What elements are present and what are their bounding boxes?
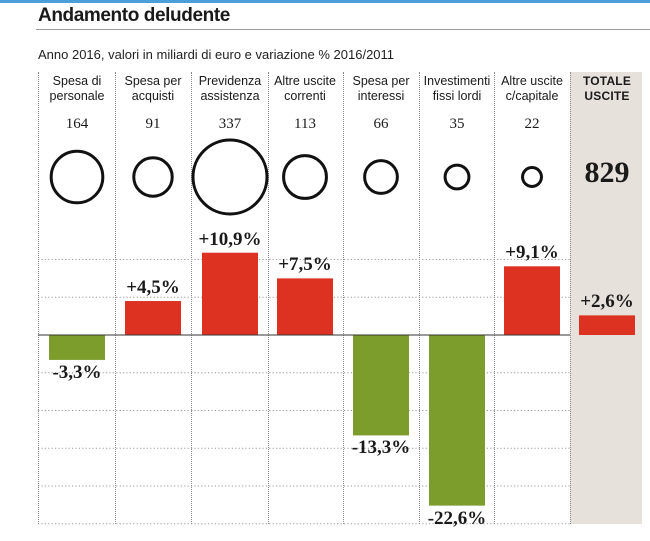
amount-circle [191, 138, 269, 216]
column-separator [268, 72, 269, 524]
category-label-previdenza-assistenza: Previdenza assistenza [192, 74, 268, 104]
category-label-line: TOTALE [582, 74, 632, 88]
category-label-line: fissi lordi [432, 89, 482, 103]
category-label-line: c/capitale [505, 89, 559, 103]
category-label-spesa-interessi: Spesa per interessi [343, 74, 419, 104]
pct-label: +7,5% [278, 254, 332, 276]
category-label-line: Previdenza [198, 74, 262, 88]
pct-label: +9,1% [505, 242, 559, 264]
column-separator [419, 72, 420, 524]
category-label-line: correnti [284, 89, 326, 103]
column-separator [38, 72, 39, 524]
category-label-line: Investimenti [423, 74, 491, 88]
amount-label: 35 [449, 116, 465, 132]
bar [504, 266, 560, 335]
category-label-spesa-personale: Spesa di personale [39, 74, 115, 104]
category-label-line: Spesa per [124, 74, 182, 88]
category-label-altre-uscite-capitale: Altre uscite c/capitale [494, 74, 570, 104]
amount-label: 66 [373, 116, 389, 132]
bar [277, 278, 333, 335]
amount-label: 164 [65, 116, 89, 132]
chart-title: Andamento deludente [38, 5, 230, 26]
column-separator [570, 72, 571, 524]
column-separator [494, 72, 495, 524]
bar [353, 335, 409, 436]
pct-label: +4,5% [126, 277, 180, 299]
category-label-line: Altre uscite [274, 74, 336, 88]
pct-label: -3,3% [52, 361, 102, 383]
category-label-line: USCITE [584, 89, 630, 103]
category-label-altre-uscite-correnti: Altre uscite correnti [267, 74, 343, 104]
amount-label: 91 [145, 116, 161, 132]
column-separator [343, 72, 344, 524]
category-label-spesa-acquisti: Spesa per acquisti [115, 74, 191, 104]
category-label-line: acquisti [131, 89, 175, 103]
category-label-line: personale [49, 89, 105, 103]
bar [579, 315, 635, 335]
pct-label: -22,6% [427, 507, 487, 529]
category-label-line: Spesa di [52, 74, 102, 88]
column-separator [115, 72, 116, 524]
bar [202, 252, 258, 335]
pct-label: -13,3% [351, 437, 411, 459]
category-label-totale-uscite: TOTALE USCITE [569, 74, 645, 104]
amount-label: 22 [524, 116, 540, 132]
category-label-line: interessi [357, 89, 405, 103]
pct-label: +2,6% [580, 291, 634, 313]
total-column-background [570, 72, 642, 524]
category-label-line: Altre uscite [501, 74, 563, 88]
category-label-investimenti-fissi-lordi: Investimenti fissi lordi [419, 74, 495, 104]
amount-circle [132, 156, 174, 198]
amount-circle [363, 159, 399, 195]
top-accent-rule [0, 0, 650, 3]
total-amount-value: 829 [584, 156, 630, 189]
amount-circle [521, 166, 543, 188]
amount-circle [443, 163, 471, 191]
column-separator [191, 72, 192, 524]
amount-label: 113 [294, 116, 316, 132]
category-label-line: assistenza [200, 89, 260, 103]
chart-subtitle: Anno 2016, valori in miliardi di euro e … [38, 47, 395, 62]
bar [125, 301, 181, 335]
amount-label: 337 [218, 116, 242, 132]
category-label-line: Spesa per [352, 74, 410, 88]
amount-circle [282, 154, 328, 200]
bar [429, 335, 485, 506]
bar [49, 335, 105, 360]
title-underline [36, 29, 650, 30]
pct-label: +10,9% [198, 228, 262, 250]
amount-circle [49, 149, 105, 205]
